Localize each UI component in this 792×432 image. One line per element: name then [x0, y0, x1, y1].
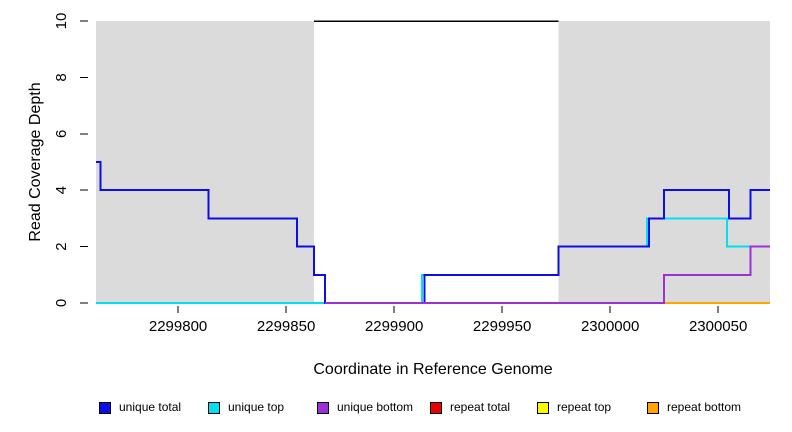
x-tick-label: 2300050: [689, 318, 747, 335]
coverage-plot: 2299800 2299850 2299900 2299950 2300000 23000…: [27, 13, 770, 378]
legend-item-repeat-bottom: repeat bottom: [647, 401, 741, 414]
legend-item-repeat-top: repeat top: [537, 401, 611, 414]
y-axis-title: Read Coverage Depth: [27, 82, 44, 241]
legend-swatch-unique-top: [208, 401, 220, 414]
legend-label: unique total: [119, 400, 182, 414]
legend-label: unique top: [228, 400, 285, 414]
y-tick-label: 4: [53, 186, 70, 194]
x-tick-label: 2299850: [257, 318, 315, 335]
legend-item-unique-top: unique top: [208, 401, 284, 414]
x-tick-label: 2299950: [473, 318, 531, 335]
legend-swatch-repeat-bottom: [647, 401, 659, 414]
left-gray-region: [96, 21, 315, 303]
x-tick-label: 2300000: [581, 318, 639, 335]
y-tick-label: 6: [53, 130, 70, 138]
x-tick-label: 2299800: [149, 318, 207, 335]
legend-swatch-unique-bottom: [317, 401, 329, 414]
legend-swatch-unique-total: [99, 401, 111, 414]
y-tick-label: 2: [53, 242, 70, 250]
legend-label: repeat bottom: [667, 400, 742, 414]
legend-item-unique-bottom: unique bottom: [317, 401, 413, 414]
right-gray-region: [558, 21, 770, 303]
legend-label: repeat top: [557, 400, 612, 414]
legend-swatch-repeat-top: [537, 401, 549, 414]
series-line-unique-bottom: [324, 245, 770, 304]
legend-item-repeat-total: repeat total: [430, 401, 510, 414]
x-axis-title: Coordinate in Reference Genome: [313, 361, 552, 378]
y-tick-label: 10: [53, 13, 70, 30]
series-line-unique-total: [96, 161, 770, 304]
legend-item-unique-total: unique total: [99, 401, 181, 414]
legend-label: repeat total: [450, 400, 511, 414]
y-tick-label: 0: [53, 299, 70, 307]
x-tick-label: 2299900: [365, 318, 423, 335]
y-tick-label: 8: [53, 73, 70, 81]
legend-swatch-repeat-total: [430, 401, 442, 414]
legend-label: unique bottom: [337, 400, 414, 414]
